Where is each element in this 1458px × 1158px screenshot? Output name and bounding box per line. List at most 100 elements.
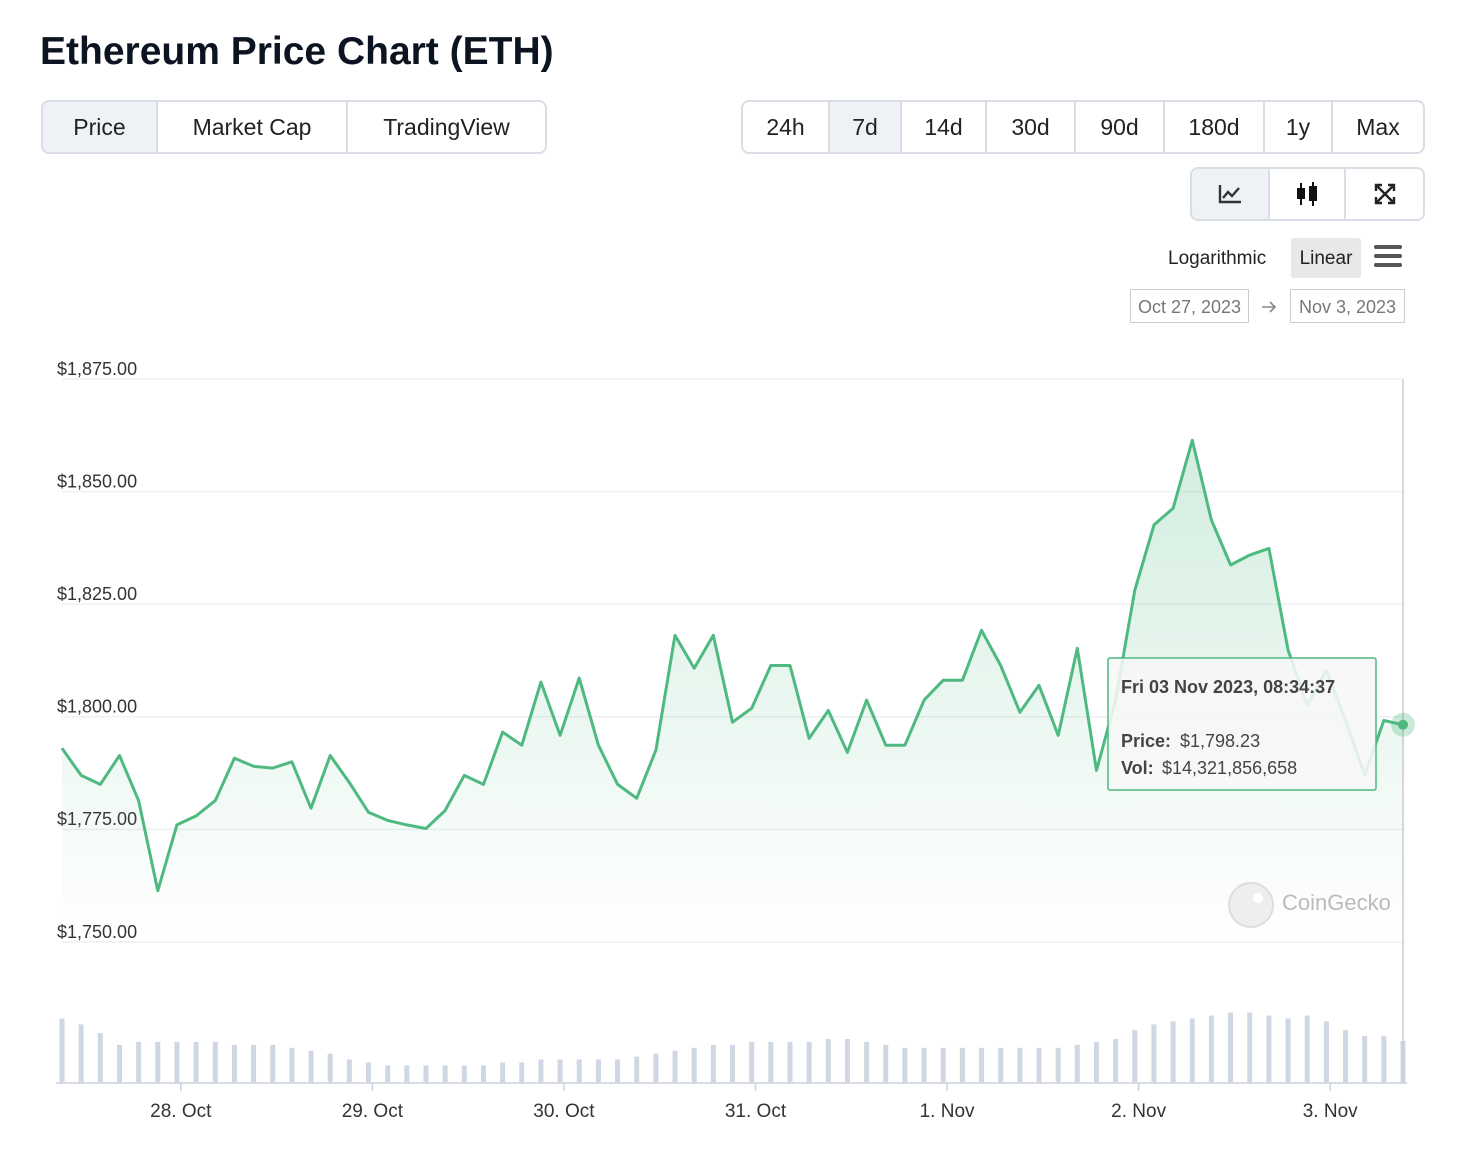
x-tick-label: 29. Oct	[342, 1101, 404, 1122]
volume-bar	[346, 1059, 352, 1083]
volume-bar	[576, 1059, 582, 1083]
volume-bar	[385, 1065, 391, 1083]
range-button[interactable]: 1y	[1265, 102, 1333, 152]
tooltip-box	[1107, 657, 1377, 791]
fullscreen-button[interactable]	[1346, 169, 1423, 219]
y-tick-label: $1,800.00	[57, 697, 137, 717]
x-tick-label: 30. Oct	[533, 1101, 595, 1122]
volume-bar	[59, 1018, 65, 1083]
volume-bar	[1381, 1036, 1387, 1083]
volume-bar	[136, 1041, 142, 1083]
volume-bar	[825, 1039, 831, 1083]
log-option[interactable]: Logarithmic	[1168, 248, 1267, 269]
tooltip-title: Fri 03 Nov 2023, 08:34:37	[1121, 677, 1335, 697]
range-button[interactable]: 14d	[902, 102, 987, 152]
date-to-input[interactable]: Nov 3, 2023	[1290, 289, 1405, 323]
volume-bar	[404, 1065, 410, 1083]
volume-bar	[921, 1047, 927, 1083]
tooltip-price-label: Price:	[1121, 731, 1171, 751]
volume-bar	[519, 1062, 525, 1083]
volume-bar	[1189, 1018, 1195, 1083]
volume-bar	[691, 1047, 697, 1083]
range-group: 24h 7d 14d 30d 90d 180d 1y Max	[741, 100, 1425, 154]
volume-bar	[116, 1044, 122, 1083]
volume-bar	[1074, 1044, 1080, 1083]
volume-bar	[672, 1050, 678, 1083]
volume-bar	[1132, 1030, 1138, 1083]
volume-bar	[1036, 1047, 1042, 1083]
price-line	[60, 438, 1404, 893]
volume-bar	[1093, 1041, 1099, 1083]
volume-bar	[787, 1041, 793, 1083]
volume-bar	[959, 1047, 965, 1083]
menu-icon[interactable]	[1372, 244, 1404, 270]
tab[interactable]: Price	[43, 102, 158, 152]
volume-bar	[768, 1041, 774, 1083]
volume-bar	[1304, 1015, 1310, 1083]
x-tick-label: 1. Nov	[920, 1101, 975, 1122]
volume-bar	[1285, 1018, 1291, 1083]
volume-bar	[710, 1044, 716, 1083]
volume-bar	[1113, 1039, 1119, 1083]
volume-bar	[557, 1059, 563, 1083]
range-button[interactable]: 24h	[743, 102, 830, 152]
volume-bar	[423, 1065, 429, 1083]
range-button[interactable]: Max	[1356, 113, 1400, 140]
range-button[interactable]: 90d	[1076, 102, 1165, 152]
price-area	[62, 440, 1403, 942]
volume-bar	[308, 1050, 314, 1083]
view-group	[1190, 167, 1425, 221]
candle-view-button[interactable]	[1270, 169, 1346, 219]
volume-bar	[231, 1044, 237, 1083]
x-tick-label: 28. Oct	[150, 1101, 212, 1122]
volume-bar	[97, 1033, 103, 1083]
volume-bar	[78, 1024, 84, 1083]
x-tick-label: 3. Nov	[1303, 1101, 1358, 1122]
volume-bar	[806, 1041, 812, 1083]
volume-bar	[251, 1044, 257, 1083]
hover-point	[1398, 719, 1408, 730]
volume-bar	[1362, 1036, 1368, 1083]
y-tick-label: $1,875.00	[57, 359, 137, 379]
volume-bar	[289, 1047, 295, 1083]
tooltip-price: $1,798.23	[1180, 731, 1260, 751]
linear-option[interactable]: Linear	[1291, 238, 1361, 278]
volume-bar	[634, 1056, 640, 1083]
volume-bar	[1170, 1021, 1176, 1083]
volume-bar	[1228, 1012, 1234, 1083]
tab[interactable]: Market Cap	[158, 102, 348, 152]
tooltip-vol-label: Vol:	[1121, 758, 1154, 778]
volume-bar	[595, 1059, 601, 1083]
volume-bar	[883, 1044, 889, 1083]
tooltip: Fri 03 Nov 2023, 08:34:37 Price: $1,798.23…	[1107, 657, 1377, 791]
volume-bar	[1323, 1021, 1329, 1083]
volume-bar	[174, 1041, 180, 1083]
tooltip-vol: $14,321,856,658	[1162, 758, 1297, 778]
volume-bar	[1017, 1047, 1023, 1083]
x-tick-label: 2. Nov	[1111, 1101, 1166, 1122]
volume-bar	[327, 1053, 333, 1083]
volume-bar	[155, 1041, 161, 1083]
line-view-button[interactable]	[1192, 169, 1270, 219]
volume-bar	[1343, 1030, 1349, 1083]
volume-bar	[653, 1053, 659, 1083]
volume-bar	[615, 1059, 621, 1083]
range-arrow	[1262, 301, 1277, 313]
date-from-input[interactable]: Oct 27, 2023	[1130, 289, 1249, 323]
expand-icon	[1374, 183, 1395, 205]
range-button[interactable]: 180d	[1165, 102, 1265, 152]
volume-bar	[730, 1044, 735, 1083]
x-tick-label: 31. Oct	[725, 1101, 787, 1122]
range-button[interactable]: 7d	[830, 102, 902, 152]
tab[interactable]: TradingView	[383, 113, 510, 140]
volume-bar	[500, 1062, 506, 1083]
volume-bar	[212, 1041, 218, 1083]
range-button[interactable]: 30d	[987, 102, 1076, 152]
volume-bar	[366, 1062, 372, 1083]
watermark: CoinGecko	[1282, 890, 1391, 915]
watermark-logo	[1228, 882, 1274, 928]
volume-bar	[979, 1047, 985, 1083]
line-icon	[1218, 185, 1241, 204]
